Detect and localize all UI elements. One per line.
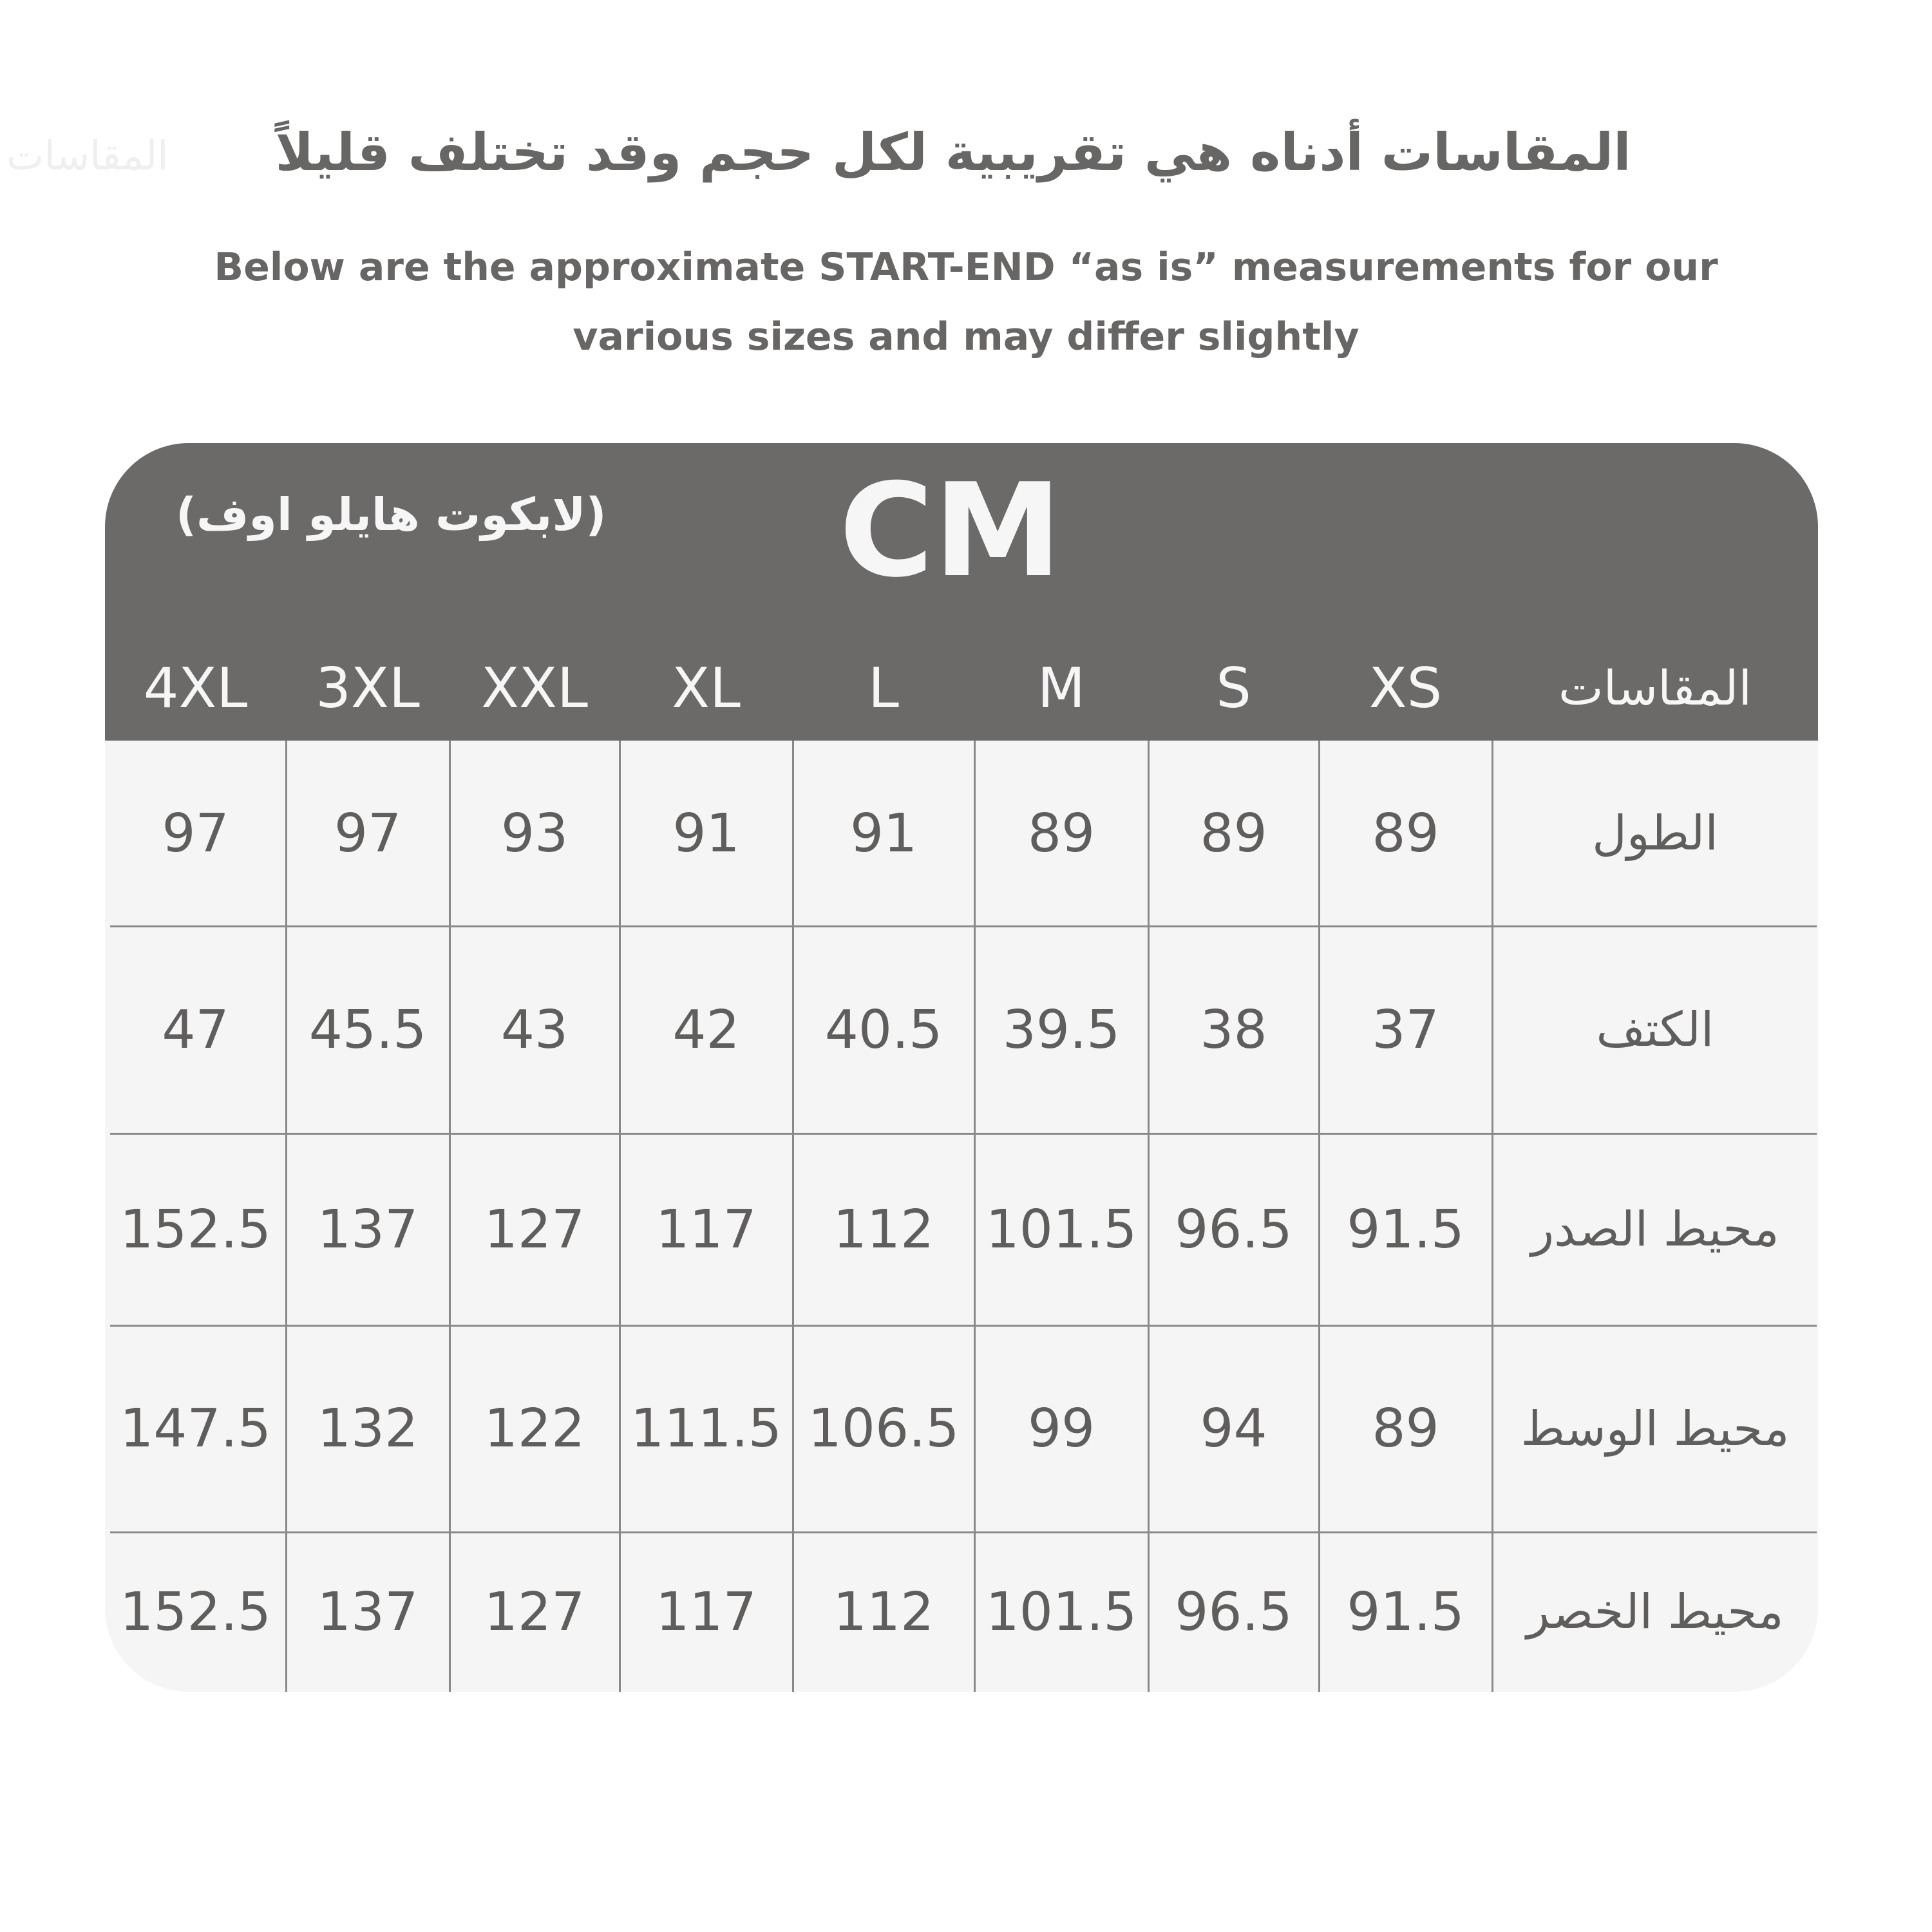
table-cell: 112: [833, 1198, 934, 1260]
table-cell: 42: [672, 999, 740, 1061]
column-divider: [1148, 741, 1150, 1692]
table-cell: 101.5: [985, 1581, 1137, 1643]
faded-watermark-text: المقاسات: [6, 132, 169, 179]
row-divider: [110, 925, 1817, 927]
table-header: (لابكوت هايلو اوف) CM: [105, 443, 1818, 741]
table-cell: 117: [656, 1198, 757, 1260]
table-cell: 89: [1372, 1398, 1439, 1459]
table-cell: 152.5: [120, 1198, 271, 1260]
table-cell: 122: [484, 1398, 585, 1459]
size-header-4xl: 4XL: [143, 656, 248, 721]
column-divider: [974, 741, 976, 1692]
table-cell: 91.5: [1347, 1198, 1464, 1260]
table-cell: 45.5: [308, 999, 427, 1061]
row-label: الطول: [1592, 806, 1718, 861]
table-cell: 137: [317, 1198, 419, 1260]
row-divider: [110, 1531, 1817, 1533]
table-cell: 99: [1027, 1398, 1095, 1459]
table-cell: 39.5: [1002, 999, 1121, 1061]
size-header-3xl: 3XL: [316, 656, 420, 721]
table-cell: 91: [849, 802, 918, 864]
column-divider: [1318, 741, 1320, 1692]
column-divider: [792, 741, 794, 1692]
table-cell: 112: [833, 1581, 934, 1643]
subtitle-line-2: various sizes and may differ slightly: [573, 314, 1359, 359]
column-divider: [619, 741, 621, 1692]
table-cell: 147.5: [120, 1398, 271, 1459]
table-cell: 91.5: [1347, 1581, 1464, 1643]
size-header-xl: XL: [672, 656, 741, 721]
size-header-xs: XS: [1368, 656, 1443, 721]
table-cell: 40.5: [824, 999, 943, 1061]
label-header: المقاسات: [1558, 661, 1752, 716]
table-cell: 38: [1200, 999, 1267, 1061]
size-chart-table: (لابكوت هايلو اوف) CM XS S M L XL XXL 3XL 4XL ال…: [105, 443, 1818, 1692]
table-cell: 91: [672, 802, 740, 864]
table-cell: 93: [500, 802, 569, 864]
row-label: محيط الصدر: [1531, 1202, 1779, 1257]
unit-label: CM: [839, 456, 1062, 606]
table-cell: 132: [317, 1398, 419, 1459]
table-cell: 89: [1027, 802, 1095, 864]
table-cell: 111.5: [630, 1398, 782, 1459]
row-divider: [110, 1133, 1817, 1135]
table-cell: 127: [484, 1581, 585, 1643]
size-header-m: M: [1037, 656, 1086, 721]
product-name: (لابكوت هايلو اوف): [176, 488, 607, 541]
subtitle-line-1: Below are the approximate START-END “as …: [214, 245, 1718, 290]
row-label: محيط الخصر: [1526, 1584, 1784, 1640]
row-label: محيط الوسط: [1520, 1401, 1790, 1457]
table-cell: 96.5: [1175, 1198, 1293, 1260]
table-cell: 97: [334, 802, 402, 864]
table-cell: 47: [162, 999, 229, 1061]
table-cell: 127: [484, 1198, 585, 1260]
page-title: المقاسات أدناه هي تقريبية لكل حجم وقد تخ…: [275, 122, 1631, 182]
table-cell: 89: [1200, 802, 1267, 864]
table-cell: 37: [1372, 999, 1439, 1061]
table-cell: 137: [317, 1581, 419, 1643]
table-cell: 89: [1372, 802, 1439, 864]
table-cell: 97: [162, 802, 229, 864]
table-cell: 106.5: [808, 1398, 960, 1459]
table-cell: 94: [1200, 1398, 1267, 1459]
column-divider: [1492, 741, 1493, 1692]
size-header-xxl: XXL: [481, 656, 588, 721]
column-divider: [285, 741, 287, 1692]
table-cell: 117: [656, 1581, 757, 1643]
table-cell: 43: [500, 999, 569, 1061]
row-label: الكتف: [1596, 1002, 1714, 1057]
table-cell: 96.5: [1175, 1581, 1293, 1643]
table-cell: 101.5: [985, 1198, 1137, 1260]
row-divider: [110, 1325, 1817, 1327]
size-header-l: L: [868, 656, 899, 721]
size-header-s: S: [1216, 656, 1251, 721]
table-cell: 152.5: [120, 1581, 271, 1643]
column-divider: [449, 741, 451, 1692]
